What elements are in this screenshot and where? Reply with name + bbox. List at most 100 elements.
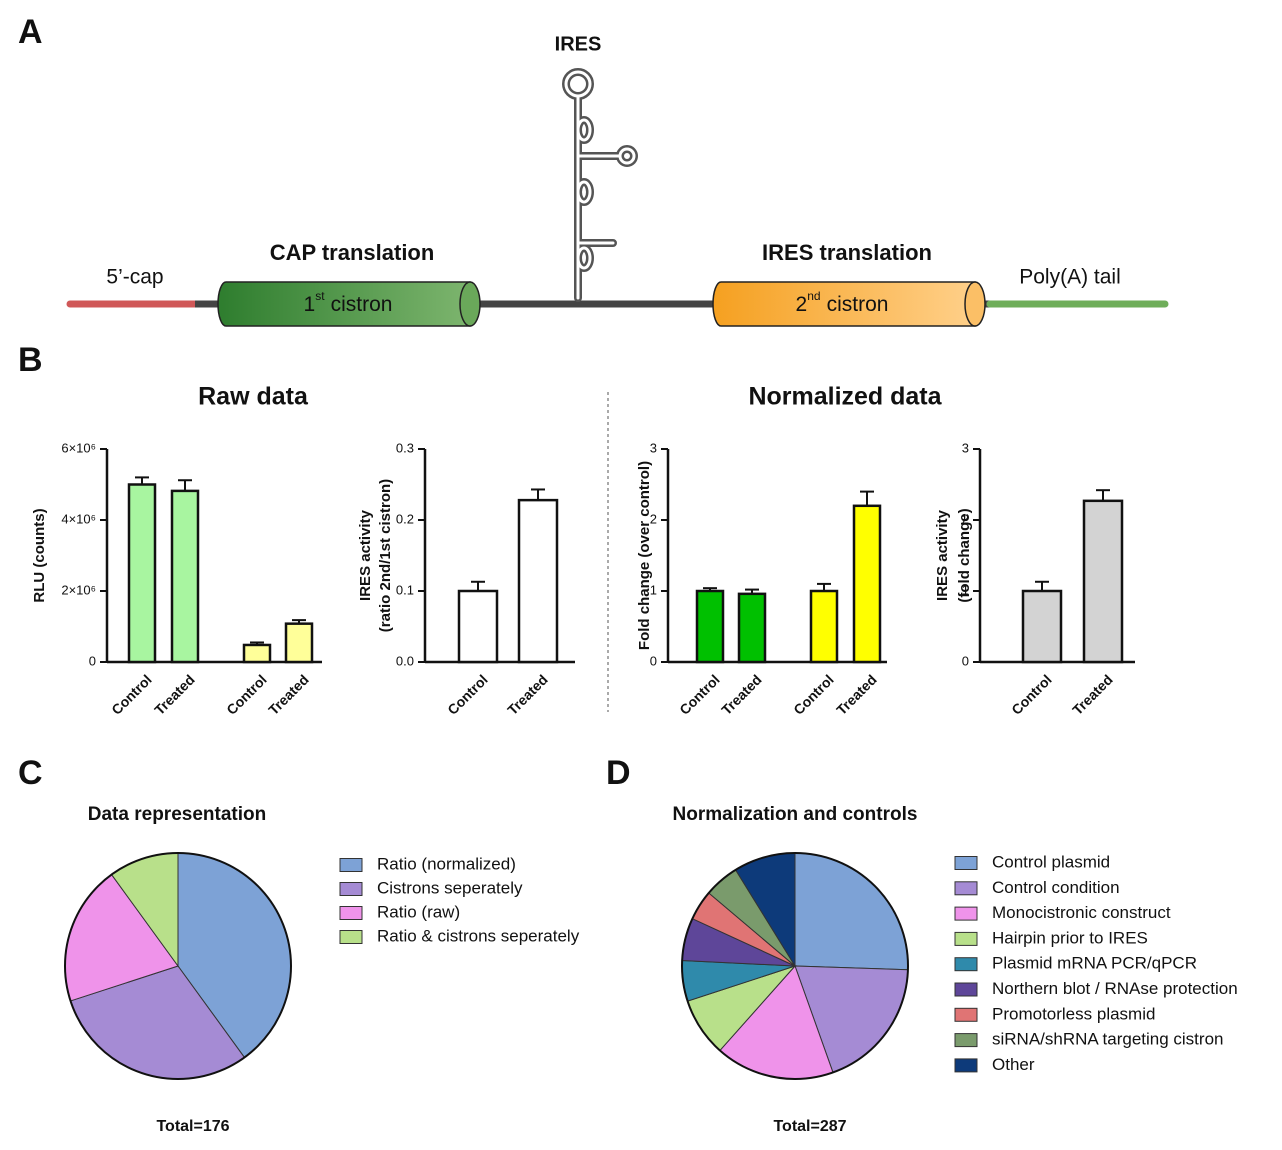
ires-hairpin [562,68,638,302]
error-bar [471,580,485,591]
error-bar [531,488,545,501]
y-tick-label: 2 [962,511,969,526]
y-tick-label: 1 [962,582,969,597]
error-bar [135,476,149,485]
y-tick-label: 4×10⁶ [61,511,96,526]
y-tick-label: 6×10⁶ [61,440,96,455]
legend-label: Ratio & cistrons seperately [377,926,580,945]
pie-title: Normalization and controls [673,804,918,825]
construct-diagram: IRES CAP translation IRES translation 5’… [66,33,1169,327]
bar [852,504,882,664]
y-axis-label: IRES activity [357,509,374,601]
legend-swatch [339,882,363,896]
legend-swatch [954,1007,978,1022]
cistron-1 [217,281,471,327]
legend-label: Ratio (raw) [377,902,460,921]
error-bar [860,490,874,506]
legend-label: Hairpin prior to IRES [992,928,1148,947]
bar [457,589,499,664]
error-bar [292,619,306,624]
legend-label: Promotorless plasmid [992,1004,1155,1023]
bar [170,489,200,664]
bar [242,643,272,664]
y-tick-label: 0.0 [396,653,414,668]
error-bar [1096,489,1110,501]
y-tick-label: 0.2 [396,511,414,526]
legend-swatch [339,906,363,920]
legend-label: Northern blot / RNAse protection [992,979,1238,998]
bar [1021,589,1063,664]
bar [809,589,839,664]
error-bar [817,582,831,591]
cistron-sup: nd [807,289,820,303]
y-tick-label: 0.3 [396,440,414,455]
legend-swatch [954,856,978,870]
cistron-cap [459,281,481,327]
ires-label: IRES [555,33,602,55]
legend-label: Ratio (normalized) [377,854,516,873]
bar [1082,499,1124,664]
pie-total: Total=287 [773,1118,846,1135]
cistron-number: 2 [796,293,808,316]
panel-label: B [18,341,43,379]
error-bar [178,479,192,491]
cistron-1-label: 1st cistron [304,289,393,315]
cistron-number: 1 [304,293,316,316]
legend-label: siRNA/shRNA targeting cistron [992,1030,1223,1049]
legend-label: Other [992,1055,1035,1074]
cistron-word: cistron [827,293,889,316]
error-bar [250,641,264,645]
legend-label: Cistrons seperately [377,878,523,897]
error-bar [1035,580,1049,591]
pie-title: Data representation [88,804,266,825]
panel-label: D [606,754,631,792]
polya-label: Poly(A) tail [1019,266,1121,289]
cistron-sup: st [315,289,325,303]
cistron-cap [964,281,986,327]
y-tick-label: 0.1 [396,582,414,597]
y-tick-label: 3 [650,440,657,455]
legend-swatch [954,982,978,997]
y-axis-label: IRES activity [934,509,951,601]
legend-swatch [339,930,363,944]
y-axis-label: Fold change (over control) [636,461,653,650]
error-bar [745,588,759,594]
legend-label: Control condition [992,878,1120,897]
legend-swatch [954,957,978,972]
section-title: Normalized data [748,383,942,411]
y-tick-label: 2 [650,511,657,526]
y-tick-label: 2×10⁶ [61,582,96,597]
legend-label: Monocistronic construct [992,903,1171,922]
ires-translation-label: IRES translation [762,240,932,265]
y-tick-label: 0 [89,653,96,668]
y-tick-label: 3 [962,440,969,455]
panel-label: C [18,754,43,792]
cap5-label: 5’-cap [106,266,163,289]
legend-label: Control plasmid [992,852,1110,871]
y-axis-label: (ratio 2nd/1st cistron) [377,479,394,632]
cistron-2-label: 2nd cistron [796,289,889,315]
legend-swatch [954,906,978,921]
y-tick-label: 0 [650,653,657,668]
legend-swatch [339,858,363,872]
legend-swatch [954,1058,978,1073]
y-tick-label: 1 [650,582,657,597]
pie-total: Total=176 [156,1118,229,1135]
legend-swatch [954,1033,978,1048]
panel-label: A [18,13,43,51]
pie-outline [681,852,909,1080]
bar [127,483,157,664]
cistron-2 [712,281,976,327]
cistron-word: cistron [331,293,393,316]
legend-swatch [954,931,978,946]
bar [737,592,767,664]
bar [284,622,314,664]
bar [517,498,559,664]
error-bar [703,587,717,591]
bar [695,589,725,664]
pie-outline [64,852,292,1080]
y-axis-label: (fold change) [956,508,973,602]
section-title: Raw data [198,383,309,411]
y-axis-label: RLU (counts) [31,508,48,602]
